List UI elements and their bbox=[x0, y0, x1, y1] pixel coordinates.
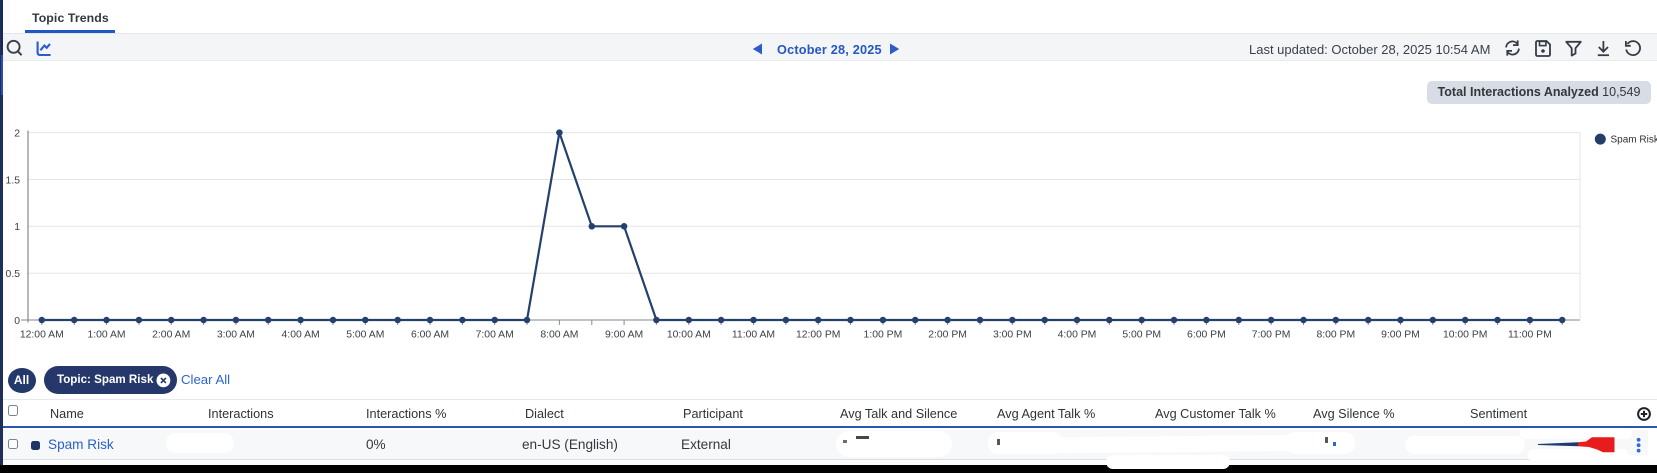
svg-text:10:00 AM: 10:00 AM bbox=[667, 330, 711, 341]
svg-text:8:00 PM: 8:00 PM bbox=[1316, 330, 1355, 341]
svg-text:9:00 AM: 9:00 AM bbox=[605, 330, 643, 341]
svg-text:11:00 PM: 11:00 PM bbox=[1508, 330, 1552, 341]
svg-text:7:00 PM: 7:00 PM bbox=[1252, 330, 1291, 341]
svg-text:1:00 AM: 1:00 AM bbox=[87, 330, 125, 341]
svg-text:0: 0 bbox=[14, 316, 20, 327]
svg-text:2: 2 bbox=[14, 128, 20, 139]
svg-text:1:00 PM: 1:00 PM bbox=[864, 330, 903, 341]
svg-text:7:00 AM: 7:00 AM bbox=[476, 330, 514, 341]
svg-text:6:00 AM: 6:00 AM bbox=[411, 330, 449, 341]
svg-text:5:00 PM: 5:00 PM bbox=[1122, 330, 1161, 341]
svg-text:8:00 AM: 8:00 AM bbox=[540, 330, 578, 341]
svg-text:1.5: 1.5 bbox=[6, 175, 21, 186]
svg-text:12:00 PM: 12:00 PM bbox=[796, 330, 840, 341]
svg-text:Spam Risk: Spam Risk bbox=[1611, 135, 1657, 146]
svg-text:4:00 AM: 4:00 AM bbox=[282, 330, 320, 341]
svg-text:12:00 AM: 12:00 AM bbox=[20, 330, 64, 341]
svg-text:2:00 PM: 2:00 PM bbox=[928, 330, 967, 341]
svg-text:2:00 AM: 2:00 AM bbox=[152, 330, 190, 341]
svg-text:10:00 PM: 10:00 PM bbox=[1443, 330, 1487, 341]
svg-text:0.5: 0.5 bbox=[6, 269, 21, 280]
svg-text:6:00 PM: 6:00 PM bbox=[1187, 330, 1226, 341]
svg-text:3:00 PM: 3:00 PM bbox=[993, 330, 1032, 341]
svg-text:4:00 PM: 4:00 PM bbox=[1058, 330, 1097, 341]
svg-text:9:00 PM: 9:00 PM bbox=[1381, 330, 1420, 341]
svg-text:11:00 AM: 11:00 AM bbox=[732, 330, 775, 341]
svg-text:1: 1 bbox=[14, 222, 20, 233]
svg-text:5:00 AM: 5:00 AM bbox=[346, 330, 384, 341]
svg-text:3:00 AM: 3:00 AM bbox=[217, 330, 255, 341]
